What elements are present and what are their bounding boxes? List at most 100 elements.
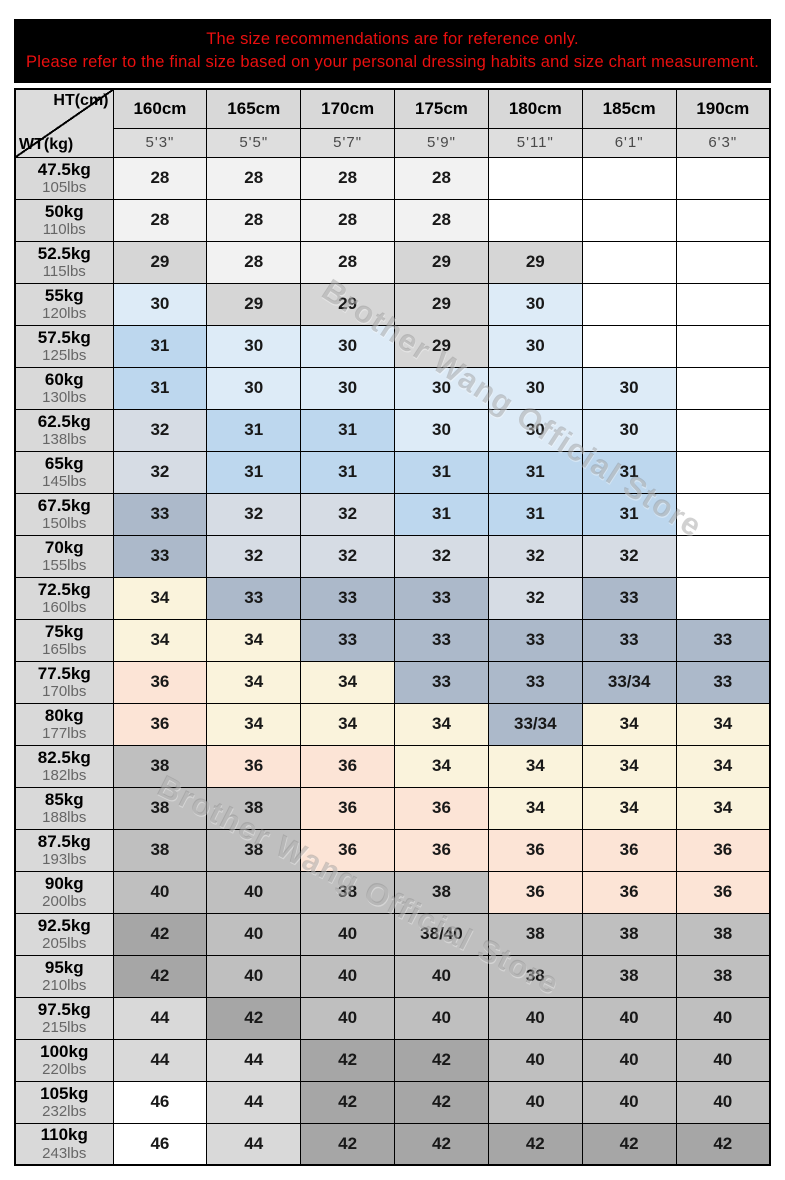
size-cell: 40 (300, 912, 396, 956)
size-cell: 46 (112, 1080, 208, 1124)
weight-label: 70kg 155lbs (14, 534, 114, 578)
table-row: 75kg 165lbs 34 34 33 33 33 33 33 (14, 618, 771, 662)
size-cell: 29 (394, 324, 489, 368)
size-cell: 30 (581, 408, 677, 452)
size-cell: 36 (487, 828, 583, 872)
size-cell (675, 408, 771, 452)
size-cell: 30 (394, 366, 489, 410)
col-header-ft: 5'3" (112, 127, 208, 158)
size-cell: 28 (394, 198, 489, 242)
size-cell: 34 (487, 744, 583, 788)
size-cell: 40 (300, 954, 396, 998)
size-cell: 31 (206, 450, 302, 494)
size-cell: 30 (487, 366, 583, 410)
weight-lbs: 160lbs (42, 598, 87, 616)
weight-label: 62.5kg 138lbs (14, 408, 114, 452)
size-table: HT(cm) WT(kg) 160cm 165cm 170cm 175cm 180cm 1… (14, 88, 771, 1166)
col-header-cm: 175cm (394, 88, 489, 129)
size-cell: 40 (300, 996, 396, 1040)
weight-lbs: 205lbs (42, 934, 87, 952)
size-cell: 42 (394, 1038, 489, 1082)
size-cell: 31 (487, 492, 583, 536)
size-cell: 38 (675, 954, 771, 998)
weight-kg: 92.5kg (37, 915, 91, 935)
size-cell: 34 (675, 786, 771, 830)
weight-kg: 100kg (40, 1041, 89, 1061)
weight-kg: 72.5kg (37, 579, 91, 599)
table-row: 87.5kg 193lbs 38 38 36 36 36 36 36 (14, 828, 771, 872)
weight-kg: 67.5kg (37, 495, 91, 515)
size-cell: 38 (581, 912, 677, 956)
size-cell: 30 (487, 324, 583, 368)
table-row: 92.5kg 205lbs 42 40 40 38/40 38 38 38 (14, 912, 771, 956)
col-header-cm: 160cm (112, 88, 208, 129)
size-cell (675, 324, 771, 368)
size-cell: 42 (394, 1080, 489, 1124)
size-cell: 40 (487, 1080, 583, 1124)
size-cell: 28 (206, 156, 302, 200)
weight-kg: 57.5kg (37, 327, 91, 347)
size-cell: 32 (300, 492, 396, 536)
size-cell (675, 366, 771, 410)
size-cell: 29 (112, 240, 208, 284)
size-cell (675, 240, 771, 284)
weight-lbs: 155lbs (42, 556, 87, 574)
size-cell: 38 (206, 828, 302, 872)
size-cell: 36 (394, 828, 489, 872)
size-cell: 33 (394, 618, 489, 662)
size-cell: 36 (300, 744, 396, 788)
table-row: 65kg 145lbs 32 31 31 31 31 31 (14, 450, 771, 494)
size-cell: 44 (112, 1038, 208, 1082)
size-cell: 46 (112, 1122, 208, 1166)
weight-label: 67.5kg 150lbs (14, 492, 114, 536)
table-row: 95kg 210lbs 42 40 40 40 38 38 38 (14, 954, 771, 998)
size-cell: 38 (112, 786, 208, 830)
size-cell (487, 198, 583, 242)
size-cell: 33 (675, 618, 771, 662)
size-cell: 40 (581, 996, 677, 1040)
size-cell: 34 (581, 786, 677, 830)
weight-label: 47.5kg 105lbs (14, 156, 114, 200)
size-cell: 30 (394, 408, 489, 452)
weight-label: 65kg 145lbs (14, 450, 114, 494)
size-cell: 36 (112, 660, 208, 704)
size-cell: 38 (112, 744, 208, 788)
size-cell: 40 (675, 996, 771, 1040)
size-cell: 34 (581, 744, 677, 788)
weight-lbs: 138lbs (42, 430, 87, 448)
weight-kg: 60kg (44, 369, 84, 389)
size-cell: 38 (487, 912, 583, 956)
size-cell: 42 (206, 996, 302, 1040)
size-cell: 33 (206, 576, 302, 620)
size-cell: 29 (394, 240, 489, 284)
table-row: 57.5kg 125lbs 31 30 30 29 30 (14, 324, 771, 368)
size-cell (675, 576, 771, 620)
height-axis-label: HT(cm) (53, 92, 109, 109)
size-cell: 38 (675, 912, 771, 956)
size-cell: 34 (581, 702, 677, 746)
size-cell: 31 (112, 366, 208, 410)
size-cell: 40 (675, 1080, 771, 1124)
size-cell: 36 (300, 786, 396, 830)
size-cell: 32 (300, 534, 396, 578)
size-cell (675, 156, 771, 200)
size-cell: 34 (394, 744, 489, 788)
size-cell: 44 (206, 1080, 302, 1124)
size-cell: 36 (487, 870, 583, 914)
size-cell: 40 (581, 1080, 677, 1124)
size-cell: 33 (112, 534, 208, 578)
weight-lbs: 130lbs (42, 388, 87, 406)
size-cell (487, 156, 583, 200)
weight-label: 82.5kg 182lbs (14, 744, 114, 788)
size-cell: 31 (487, 450, 583, 494)
size-cell (675, 534, 771, 578)
table-row: 55kg 120lbs 30 29 29 29 30 (14, 282, 771, 326)
size-cell: 40 (675, 1038, 771, 1082)
size-cell: 29 (206, 282, 302, 326)
size-cell: 44 (206, 1122, 302, 1166)
weight-lbs: 193lbs (42, 850, 87, 868)
size-cell: 34 (206, 702, 302, 746)
weight-label: 80kg 177lbs (14, 702, 114, 746)
col-header-ft: 5'7" (300, 127, 396, 158)
table-row: 62.5kg 138lbs 32 31 31 30 30 30 (14, 408, 771, 452)
